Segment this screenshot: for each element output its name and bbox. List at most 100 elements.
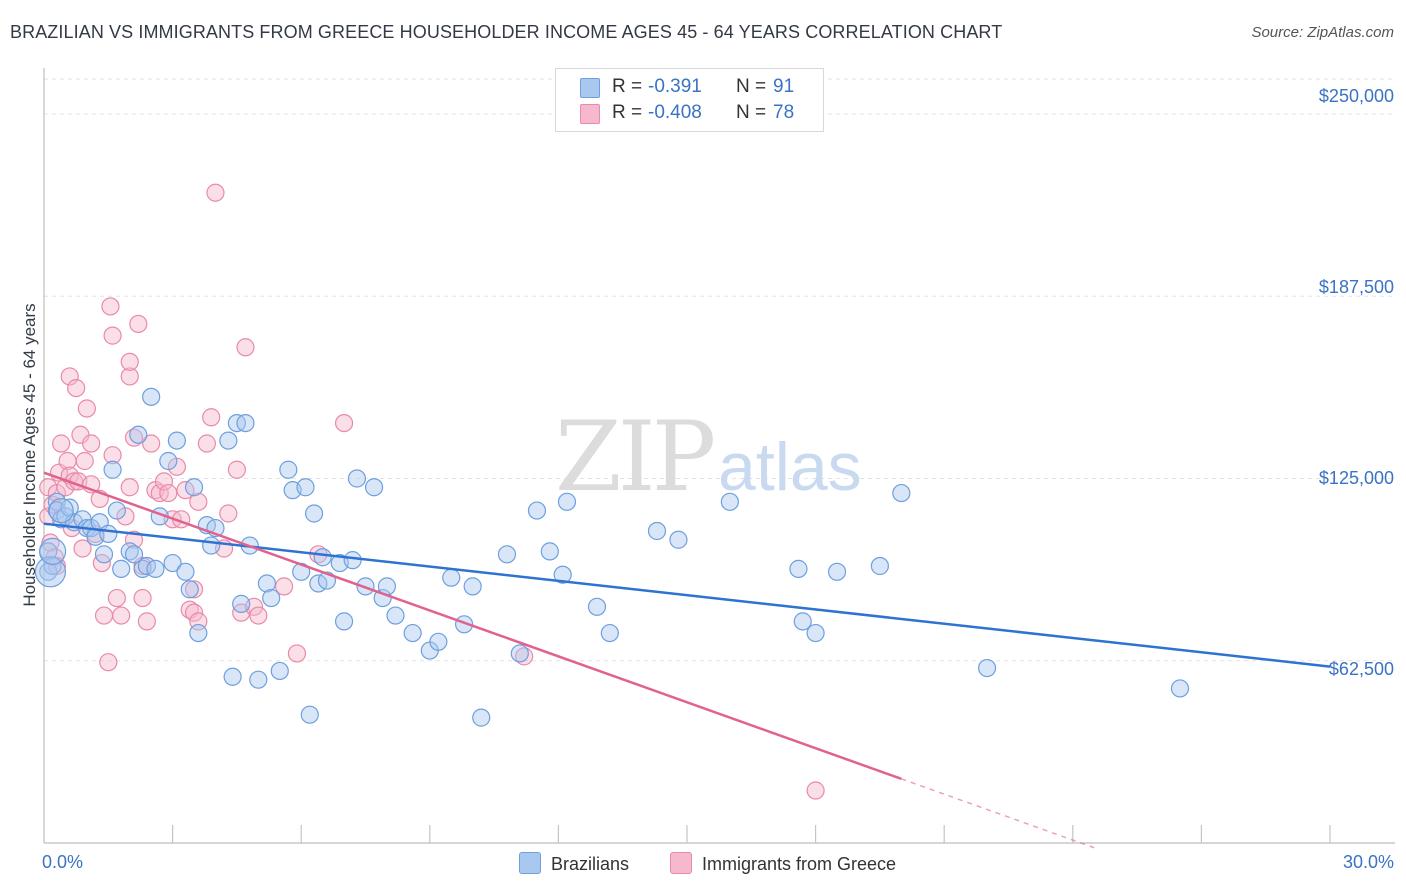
y-tick-label: $62,500 xyxy=(1328,659,1394,679)
data-point xyxy=(120,352,139,371)
data-point xyxy=(647,521,667,541)
trend-line-greece xyxy=(43,471,902,781)
data-point xyxy=(77,399,96,418)
watermark-atlas: atlas xyxy=(718,429,862,505)
data-point xyxy=(279,460,298,479)
data-point xyxy=(553,565,572,584)
data-point xyxy=(249,670,268,689)
watermark-zip: ZIP xyxy=(555,401,714,513)
data-point xyxy=(112,606,131,625)
data-point xyxy=(236,413,255,433)
data-point xyxy=(67,378,86,398)
data-point-cluster xyxy=(48,497,74,524)
data-point xyxy=(184,603,204,622)
data-point xyxy=(142,434,161,453)
data-point xyxy=(403,623,422,643)
y-axis-label: Householder Income Ages 45 - 64 years xyxy=(20,303,39,607)
data-point xyxy=(52,434,71,453)
n-label: N = xyxy=(736,102,767,123)
x-tick-label-max: 30.0% xyxy=(1342,852,1394,872)
data-point xyxy=(720,492,739,511)
n-value: 91 xyxy=(773,76,795,97)
r-label: R = xyxy=(612,76,643,97)
trend-line-greece-extension xyxy=(901,778,1095,849)
r-label: R = xyxy=(612,102,643,123)
data-point xyxy=(257,574,277,593)
data-point xyxy=(124,530,144,549)
data-point xyxy=(180,580,199,599)
data-point xyxy=(1170,679,1190,698)
data-point xyxy=(600,623,619,643)
data-point xyxy=(120,478,139,497)
trend-line-brazilians xyxy=(43,522,1331,668)
data-point xyxy=(497,545,517,564)
data-point xyxy=(103,326,122,345)
legend-item-brazilians[interactable]: Brazilians xyxy=(519,852,629,875)
x-tick-label-min: 0.0% xyxy=(42,852,84,872)
data-point xyxy=(249,606,268,625)
data-point xyxy=(189,623,208,643)
data-point xyxy=(103,446,122,465)
r-value: -0.391 xyxy=(648,76,702,97)
data-point xyxy=(124,545,144,564)
data-point xyxy=(197,434,216,453)
data-point xyxy=(892,483,911,503)
data-point xyxy=(219,431,238,450)
data-point xyxy=(557,492,577,511)
data-point xyxy=(223,667,242,686)
data-point-cluster xyxy=(38,537,67,565)
n-label: N = xyxy=(736,76,767,97)
data-point xyxy=(159,451,178,471)
data-point xyxy=(274,577,294,596)
data-point xyxy=(167,431,186,450)
data-point xyxy=(73,539,92,558)
legend-item-greece[interactable]: Immigrants from Greece xyxy=(670,852,896,875)
data-point xyxy=(163,553,182,573)
data-point xyxy=(159,483,178,503)
data-point xyxy=(527,501,547,520)
data-point xyxy=(133,588,152,608)
data-point xyxy=(129,314,148,334)
data-point xyxy=(103,460,122,479)
data-point xyxy=(60,498,79,517)
data-point xyxy=(189,492,208,511)
y-tick-label: $125,000 xyxy=(1318,468,1394,488)
y-tick-label: $250,000 xyxy=(1318,86,1394,106)
data-point xyxy=(827,562,847,581)
data-point xyxy=(304,504,324,523)
data-point xyxy=(347,469,367,488)
data-point xyxy=(262,588,281,608)
data-point xyxy=(789,559,808,578)
data-point xyxy=(60,367,79,386)
data-point xyxy=(184,478,204,497)
data-point xyxy=(82,434,101,453)
data-point xyxy=(202,536,221,555)
data-point xyxy=(101,297,120,316)
blue-swatch-icon xyxy=(580,78,600,98)
watermark: ZIP atlas xyxy=(555,401,862,513)
pink-swatch-icon xyxy=(670,852,692,874)
data-point xyxy=(107,588,126,608)
source-label: Source: ZipAtlas.com xyxy=(1251,24,1394,41)
correlation-legend: R = -0.391 N = 91 R = -0.408 N = 78 xyxy=(555,68,824,132)
data-point xyxy=(429,632,448,651)
y-tick-label: $187,500 xyxy=(1318,277,1394,297)
data-point xyxy=(94,545,114,564)
legend-label: Immigrants from Greece xyxy=(702,854,897,874)
blue-swatch-icon xyxy=(519,852,541,874)
data-point xyxy=(296,478,315,497)
chart-title: BRAZILIAN VS IMMIGRANTS FROM GREECE HOUS… xyxy=(10,22,1003,42)
data-point xyxy=(587,597,607,616)
grid-lines xyxy=(44,78,1395,662)
legend-label: Brazilians xyxy=(551,854,630,874)
data-point xyxy=(219,504,238,523)
data-point xyxy=(227,460,246,479)
data-point xyxy=(120,367,139,386)
data-point xyxy=(510,644,529,663)
data-point xyxy=(806,623,825,643)
data-point xyxy=(364,478,384,497)
data-point xyxy=(206,183,225,202)
data-point xyxy=(99,653,118,672)
axes xyxy=(43,68,1395,844)
